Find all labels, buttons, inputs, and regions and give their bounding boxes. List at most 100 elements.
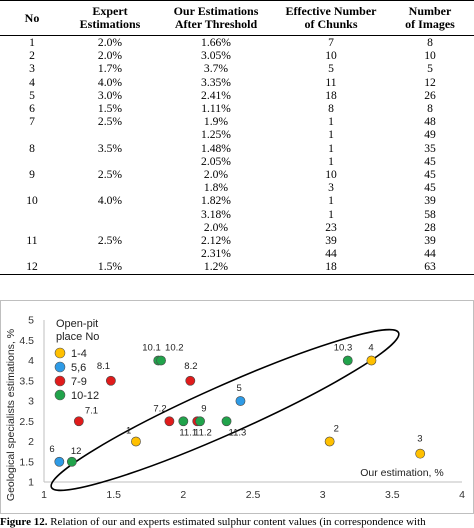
- table-cell: 10: [424, 49, 436, 63]
- table-row: 2.05% 1 45: [0, 155, 474, 168]
- table-cell: 2.05%: [201, 154, 231, 168]
- table-cell: 1: [328, 128, 334, 142]
- table-row: 1.8% 3 45: [0, 181, 474, 194]
- header-text: of Images: [405, 17, 455, 31]
- legend-marker: [54, 389, 66, 401]
- data-point: [195, 416, 205, 427]
- table-cell: 3.0%: [97, 88, 123, 102]
- table-cell: 26: [424, 88, 436, 102]
- table-cell: 3.05%: [201, 49, 231, 63]
- header-cell: No: [0, 1, 64, 36]
- table-cell: 1: [29, 36, 35, 49]
- legend-marker: [54, 361, 66, 373]
- table-cell: 1: [328, 141, 334, 155]
- legend-marker: [54, 375, 66, 387]
- table-cell: [64, 221, 156, 234]
- table-cell: 28: [424, 220, 436, 234]
- results-table: No Expert Estimations Our Estimations After …: [0, 0, 474, 275]
- y-tick-label: 1.5: [19, 456, 34, 468]
- table-cell: 7: [29, 115, 35, 129]
- table-cell: 4.0%: [97, 194, 123, 208]
- y-tick-label: 1: [28, 477, 34, 489]
- legend-entry: 10-12: [71, 390, 99, 402]
- table-cell: [64, 181, 156, 194]
- table-cell: 2.0%: [97, 36, 123, 49]
- header-text: of Chunks: [304, 17, 358, 31]
- table-cell: 2.12%: [201, 234, 231, 248]
- table-row: 6 1.5% 1.11% 8 8: [0, 102, 474, 115]
- table-cell: [64, 128, 156, 141]
- table-cell: 2: [29, 49, 35, 63]
- header-text: No: [24, 10, 40, 25]
- table-cell: [0, 155, 64, 168]
- table-row: 1 2.0% 1.66% 7 8: [0, 36, 474, 50]
- table-cell: [64, 208, 156, 221]
- data-point: [164, 416, 175, 427]
- table-cell: 7: [328, 36, 334, 49]
- table-cell: 45: [424, 181, 436, 195]
- table-cell: 6: [29, 102, 35, 116]
- header-cell: Number of Images: [386, 1, 474, 36]
- data-point: [366, 355, 377, 366]
- header-cell: Expert Estimations: [64, 1, 156, 36]
- table-row: 11 2.5% 2.12% 39 39: [0, 234, 474, 247]
- point-label: 6: [49, 444, 54, 455]
- point-label: 3: [417, 434, 422, 445]
- data-point: [73, 416, 84, 427]
- point-label: 11.2: [194, 427, 212, 438]
- point-label: 7.1: [85, 405, 98, 416]
- table-cell: 11: [325, 75, 337, 89]
- table-cell: 18: [325, 88, 337, 102]
- x-tick-label: 1.5: [106, 489, 121, 501]
- y-tick-labels: 1 1.5 2 2.5 3 3.5 4 4.5 5: [19, 315, 34, 489]
- table-cell: 8: [328, 102, 334, 116]
- table-cell: 10: [325, 168, 337, 182]
- table-cell: 9: [29, 168, 35, 182]
- table-cell: 58: [424, 207, 436, 221]
- table-row: 9 2.5% 2.0% 10 45: [0, 168, 474, 181]
- y-tick-label: 5: [28, 315, 34, 327]
- table-cell: 1: [328, 115, 334, 129]
- x-axis-label: Our estimation, %: [360, 467, 443, 479]
- point-label: 8.1: [97, 361, 110, 372]
- table-cell: 2.0%: [97, 49, 123, 63]
- table-cell: 2.5%: [97, 234, 123, 248]
- table-cell: 39: [424, 234, 436, 248]
- legend-entry: 1-4: [71, 348, 87, 360]
- point-label: 8.2: [184, 361, 197, 372]
- table-row: 1.25% 1 49: [0, 128, 474, 141]
- table-cell: 23: [325, 220, 337, 234]
- figure-caption: Figure 12. Relation of our and experts e…: [0, 516, 474, 528]
- y-tick-label: 2: [28, 436, 34, 448]
- table-cell: [0, 221, 64, 234]
- table-cell: 4: [29, 75, 35, 89]
- y-tick-label: 2.5: [19, 416, 34, 428]
- table-cell: 2.41%: [201, 88, 231, 102]
- data-point: [105, 375, 116, 386]
- table-cell: 1.11%: [201, 102, 231, 116]
- data-point: [66, 456, 77, 467]
- point-label: 10.2: [165, 343, 184, 354]
- y-tick-label: 4.5: [19, 335, 34, 347]
- data-point: [54, 456, 65, 467]
- table-row: 2.31% 44 44: [0, 247, 474, 260]
- table-cell: 1.5%: [97, 102, 123, 116]
- header-text: Effective Number: [285, 4, 377, 18]
- table-cell: 2.31%: [201, 247, 231, 261]
- legend-entry: 7-9: [71, 376, 87, 388]
- table-cell: 45: [424, 168, 436, 182]
- table-cell: 1.2%: [203, 260, 229, 274]
- header-text: Estimations: [79, 17, 141, 31]
- y-tick-label: 3: [28, 396, 34, 408]
- table-cell: 48: [424, 115, 436, 129]
- table-cell: 2.5%: [97, 168, 123, 182]
- data-point: [131, 436, 141, 447]
- table-cell: [0, 128, 64, 141]
- data-point: [415, 448, 426, 459]
- x-tick-label: 2: [180, 489, 186, 501]
- table-cell: 3: [29, 62, 35, 76]
- x-tick-label: 3: [320, 489, 326, 501]
- table-row: 2 2.0% 3.05% 10 10: [0, 49, 474, 62]
- table-row: 3 1.7% 3.7% 5 5: [0, 62, 474, 75]
